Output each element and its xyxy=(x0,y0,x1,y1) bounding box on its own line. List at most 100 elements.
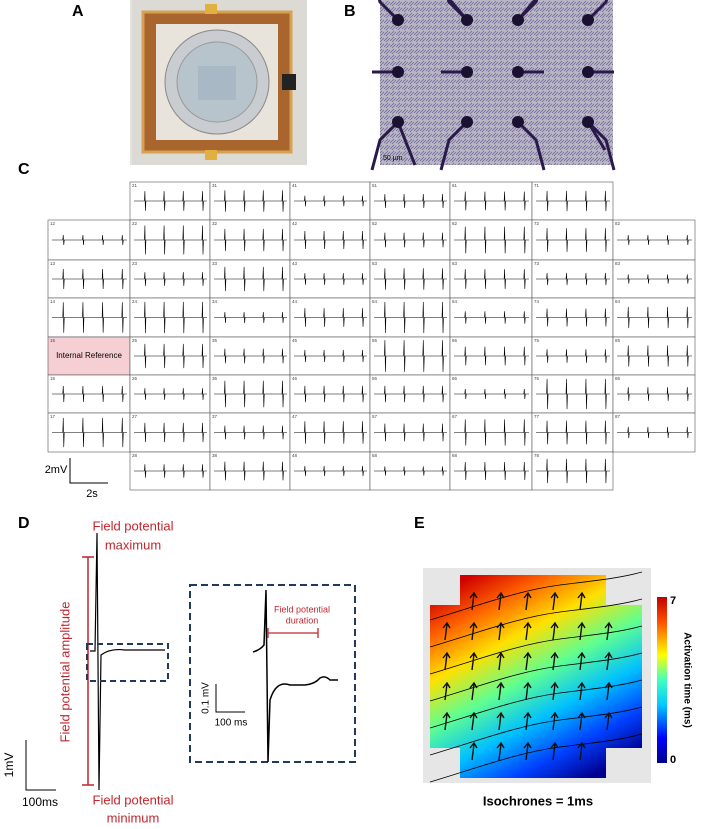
arrow xyxy=(523,711,532,731)
electrode xyxy=(582,14,594,26)
channel-label: 17 xyxy=(50,414,56,419)
scale-label: 100ms xyxy=(22,795,58,809)
arrow xyxy=(577,711,586,731)
arrow xyxy=(577,681,586,701)
trace xyxy=(294,231,367,249)
arrow xyxy=(496,741,505,761)
trace xyxy=(454,389,529,399)
channel-label: 43 xyxy=(292,261,298,266)
trace xyxy=(617,426,692,439)
channel-label: 37 xyxy=(212,414,218,419)
isochrone xyxy=(429,706,643,756)
electrode xyxy=(512,14,524,26)
annotation: Field potential xyxy=(274,604,330,614)
arrow xyxy=(469,591,478,611)
trace xyxy=(52,235,127,245)
channel-label: 12 xyxy=(50,221,56,226)
arrow xyxy=(469,741,478,761)
channel-label: 33 xyxy=(212,261,218,266)
arrow xyxy=(550,621,559,641)
channel-label: 67 xyxy=(452,414,458,419)
channel-label: 32 xyxy=(212,221,218,226)
trace xyxy=(134,225,207,255)
channel-label: 23 xyxy=(132,261,138,266)
channel-label: 56 xyxy=(372,376,378,381)
channel-label: 15 xyxy=(50,338,56,343)
isochrone xyxy=(429,625,643,675)
annotation: Field potential amplitude xyxy=(57,602,72,743)
trace xyxy=(454,346,529,366)
channel-label: 57 xyxy=(372,414,378,419)
trace xyxy=(134,343,207,369)
trace xyxy=(214,425,287,440)
trace xyxy=(374,268,447,290)
channel-label: 75 xyxy=(534,338,540,343)
caption: Isochrones = 1ms xyxy=(483,793,593,808)
channel-label: 65 xyxy=(452,338,458,343)
trace xyxy=(294,273,367,285)
channel-label: 55 xyxy=(372,338,378,343)
scale-label: 0.1 mV xyxy=(201,682,212,714)
electrode xyxy=(461,14,473,26)
trace xyxy=(454,269,529,289)
trace xyxy=(294,465,367,477)
channel-label: 42 xyxy=(292,221,298,226)
trace xyxy=(617,387,692,401)
trace xyxy=(536,378,610,410)
trace xyxy=(536,420,610,445)
arrow xyxy=(442,621,451,641)
electrode xyxy=(461,116,473,128)
trace xyxy=(374,340,447,372)
arrow xyxy=(496,651,505,671)
channel-label: 71 xyxy=(534,183,540,188)
trace xyxy=(454,191,529,211)
annotation: duration xyxy=(286,615,319,625)
channel-label: 64 xyxy=(452,299,458,304)
electrode xyxy=(392,66,404,78)
trace xyxy=(536,308,610,327)
trace xyxy=(214,461,287,481)
trace xyxy=(617,274,692,284)
trace xyxy=(617,306,692,329)
channel-label: 74 xyxy=(534,299,540,304)
trace xyxy=(374,194,447,208)
channel-label: 16 xyxy=(50,376,56,381)
trace xyxy=(536,458,610,484)
arrow xyxy=(604,621,613,641)
panel-label: B xyxy=(344,3,356,20)
arrow xyxy=(577,591,586,611)
trace xyxy=(52,417,127,448)
arrow xyxy=(469,681,478,701)
mea-photo xyxy=(130,0,307,165)
channel-label: 76 xyxy=(534,376,540,381)
channel-label: 34 xyxy=(212,299,218,304)
channel-label: 48 xyxy=(292,453,298,458)
electrode xyxy=(512,116,524,128)
channel-label: 61 xyxy=(452,183,458,188)
trace xyxy=(214,228,287,252)
scale-label: 2s xyxy=(86,488,98,500)
arrow xyxy=(577,741,586,761)
annotation: Field potential xyxy=(93,792,174,807)
channel-label: 45 xyxy=(292,338,298,343)
channel-label: 73 xyxy=(534,261,540,266)
panel-label: E xyxy=(414,515,425,532)
channel-label: 25 xyxy=(132,338,138,343)
channel-label: 72 xyxy=(534,221,540,226)
scale-label: 2mV xyxy=(45,464,68,476)
trace xyxy=(454,226,529,254)
arrow xyxy=(523,741,532,761)
channel-label: 46 xyxy=(292,376,298,381)
scale-label: 100 ms xyxy=(215,718,248,729)
channel-label: 44 xyxy=(292,299,298,304)
trace xyxy=(536,272,610,286)
electrode xyxy=(392,116,404,128)
arrow xyxy=(496,711,505,731)
arrow xyxy=(550,741,559,761)
arrow xyxy=(604,651,613,671)
channel-label: 24 xyxy=(132,299,138,304)
trace xyxy=(214,190,287,212)
panel-label: D xyxy=(18,515,30,532)
arrow xyxy=(550,711,559,731)
activation-map xyxy=(423,568,667,783)
